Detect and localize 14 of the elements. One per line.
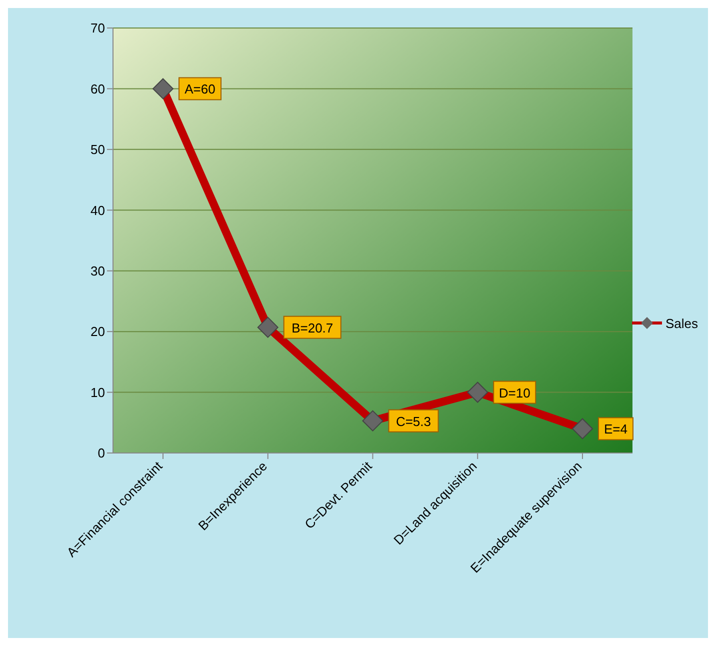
y-tick-label: 10 bbox=[90, 384, 105, 400]
y-tick-label: 60 bbox=[90, 81, 105, 96]
y-tick-label: 50 bbox=[90, 142, 105, 158]
y-tick-label: 30 bbox=[90, 263, 105, 278]
y-tick-label: 70 bbox=[90, 20, 105, 36]
data-label: D=10 bbox=[498, 385, 530, 400]
data-label: B=20.7 bbox=[292, 320, 334, 336]
data-label: C=5.3 bbox=[396, 414, 432, 429]
legend-label: Sales bbox=[665, 316, 698, 330]
y-tick-label: 0 bbox=[98, 446, 105, 461]
y-tick-label: 20 bbox=[90, 324, 105, 340]
data-label: E=4 bbox=[604, 422, 628, 437]
data-label: A=60 bbox=[184, 82, 216, 97]
y-tick-label: 40 bbox=[90, 202, 105, 218]
